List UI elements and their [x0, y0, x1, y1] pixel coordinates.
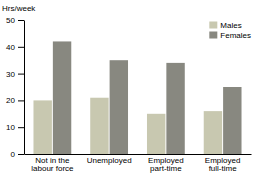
bar [166, 63, 184, 154]
legend-swatch [209, 22, 217, 29]
y-axis-label: Hrs/week [2, 4, 36, 13]
x-tick: Employedpart-time [148, 156, 184, 174]
x-tick: Not in thelabour force [31, 156, 74, 174]
bar [33, 100, 51, 154]
bar [90, 98, 108, 154]
x-axis: Not in thelabour force Unemployed Employed… [25, 155, 252, 174]
x-tick-label: Employedpart-time [148, 156, 184, 174]
y-tick: 30 [6, 70, 24, 79]
y-tick-label: 50 [6, 16, 15, 25]
y-tick-label: 0 [11, 150, 16, 159]
bar [204, 111, 222, 154]
legend-swatch [209, 32, 217, 39]
y-tick-label: 20 [6, 96, 15, 105]
plot: 0 10 20 30 40 50 Not in thelabour force Unemplo… [6, 16, 251, 173]
bar [53, 41, 71, 154]
y-tick: 40 [6, 43, 24, 52]
y-tick-mark [18, 154, 24, 155]
bar [147, 114, 165, 154]
y-axis-line [24, 21, 25, 155]
y-tick: 0 [11, 150, 24, 159]
x-tick: Employedfull-time [205, 156, 241, 174]
y-tick-mark [18, 74, 24, 75]
y-tick-label: 10 [6, 123, 15, 132]
x-tick-label: Unemployed [87, 156, 132, 165]
y-tick-mark [18, 20, 24, 21]
bars [33, 41, 241, 154]
legend: MalesFemales [209, 21, 251, 40]
x-tick-label: Not in thelabour force [31, 156, 74, 174]
y-axis: 0 10 20 30 40 50 [6, 16, 24, 159]
bar [110, 60, 128, 154]
y-tick-label: 30 [6, 70, 15, 79]
y-tick: 50 [6, 16, 24, 25]
y-tick-mark [18, 127, 24, 128]
y-tick: 10 [6, 123, 24, 132]
legend-item: Females [209, 31, 251, 40]
legend-item: Males [209, 21, 241, 30]
y-tick: 20 [6, 96, 24, 105]
bar [223, 87, 241, 154]
y-tick-mark [18, 47, 24, 48]
y-tick-mark [18, 100, 24, 101]
x-tick: Unemployed [87, 156, 132, 165]
chart: 0 10 20 30 40 50 Not in thelabour force Unemplo… [0, 0, 257, 178]
series [53, 41, 242, 154]
legend-label: Males [220, 21, 241, 30]
y-tick-label: 40 [6, 43, 15, 52]
x-tick-label: Employedfull-time [205, 156, 241, 174]
legend-label: Females [220, 31, 251, 40]
